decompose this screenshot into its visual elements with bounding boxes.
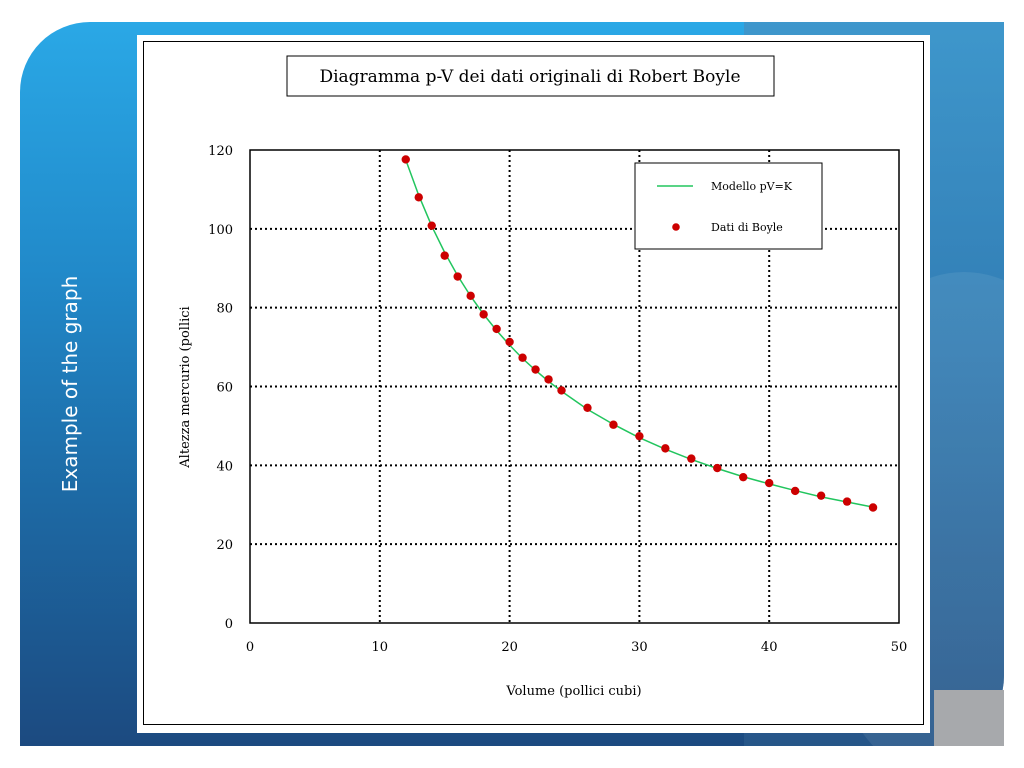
data-point bbox=[842, 497, 852, 506]
chart-svg: Diagramma p-V dei dati originali di Robe… bbox=[178, 55, 907, 699]
data-point bbox=[401, 155, 410, 164]
data-point bbox=[492, 324, 501, 334]
data-point bbox=[790, 486, 800, 496]
data-point bbox=[440, 251, 449, 260]
data-point bbox=[583, 403, 592, 412]
data-point bbox=[739, 472, 748, 482]
y-tick-label: 20 bbox=[216, 538, 233, 553]
y-tick-label: 80 bbox=[216, 302, 233, 317]
y-tick-label: 120 bbox=[208, 144, 233, 159]
legend-box bbox=[634, 162, 823, 250]
data-point bbox=[713, 463, 722, 473]
chart-inner-border bbox=[143, 41, 924, 725]
chart-title-box bbox=[286, 55, 775, 97]
y-tick-label: 0 bbox=[225, 617, 233, 632]
point-layer bbox=[401, 155, 878, 512]
data-point bbox=[544, 375, 553, 384]
data-point bbox=[816, 491, 826, 500]
y-axis-label: Altezza mercurio (pollici bbox=[178, 306, 193, 468]
x-tick-label: 0 bbox=[246, 640, 254, 655]
data-point bbox=[661, 444, 670, 453]
data-point bbox=[609, 420, 618, 429]
data-point bbox=[765, 478, 774, 488]
chart-frame: Diagramma p-V dei dati originali di Robe… bbox=[137, 35, 930, 733]
plot-border bbox=[249, 149, 900, 624]
data-point bbox=[868, 503, 878, 512]
legend-label-model: Modello pV=K bbox=[711, 180, 793, 193]
y-tick-label: 40 bbox=[216, 459, 233, 474]
x-tick-label: 10 bbox=[372, 640, 389, 655]
data-point bbox=[557, 386, 566, 395]
legend-dot-swatch bbox=[672, 223, 680, 231]
x-tick-label: 30 bbox=[631, 640, 648, 655]
data-point bbox=[427, 221, 436, 230]
data-point bbox=[466, 291, 475, 301]
tick-layer: 0 10 20 30 40 50 0 20 40 60 80 100 120 bbox=[208, 144, 907, 655]
data-point bbox=[505, 337, 514, 347]
x-tick-label: 40 bbox=[761, 640, 778, 655]
data-point bbox=[414, 193, 423, 202]
y-tick-label: 60 bbox=[216, 381, 233, 396]
slide-side-label: Example of the graph bbox=[58, 275, 82, 493]
data-point bbox=[518, 353, 527, 362]
data-point bbox=[453, 272, 462, 281]
slide-corner-shape bbox=[934, 690, 1004, 746]
x-tick-label: 50 bbox=[891, 640, 908, 655]
y-tick-label: 100 bbox=[208, 223, 233, 238]
legend-label-data: Dati di Boyle bbox=[711, 221, 783, 234]
data-point bbox=[635, 431, 644, 441]
data-point bbox=[687, 454, 696, 463]
chart-title: Diagramma p-V dei dati originali di Robe… bbox=[319, 67, 740, 87]
x-tick-label: 20 bbox=[501, 640, 518, 655]
x-axis-label: Volume (pollici cubi) bbox=[505, 684, 641, 699]
data-point bbox=[479, 310, 488, 319]
data-point bbox=[531, 365, 540, 374]
